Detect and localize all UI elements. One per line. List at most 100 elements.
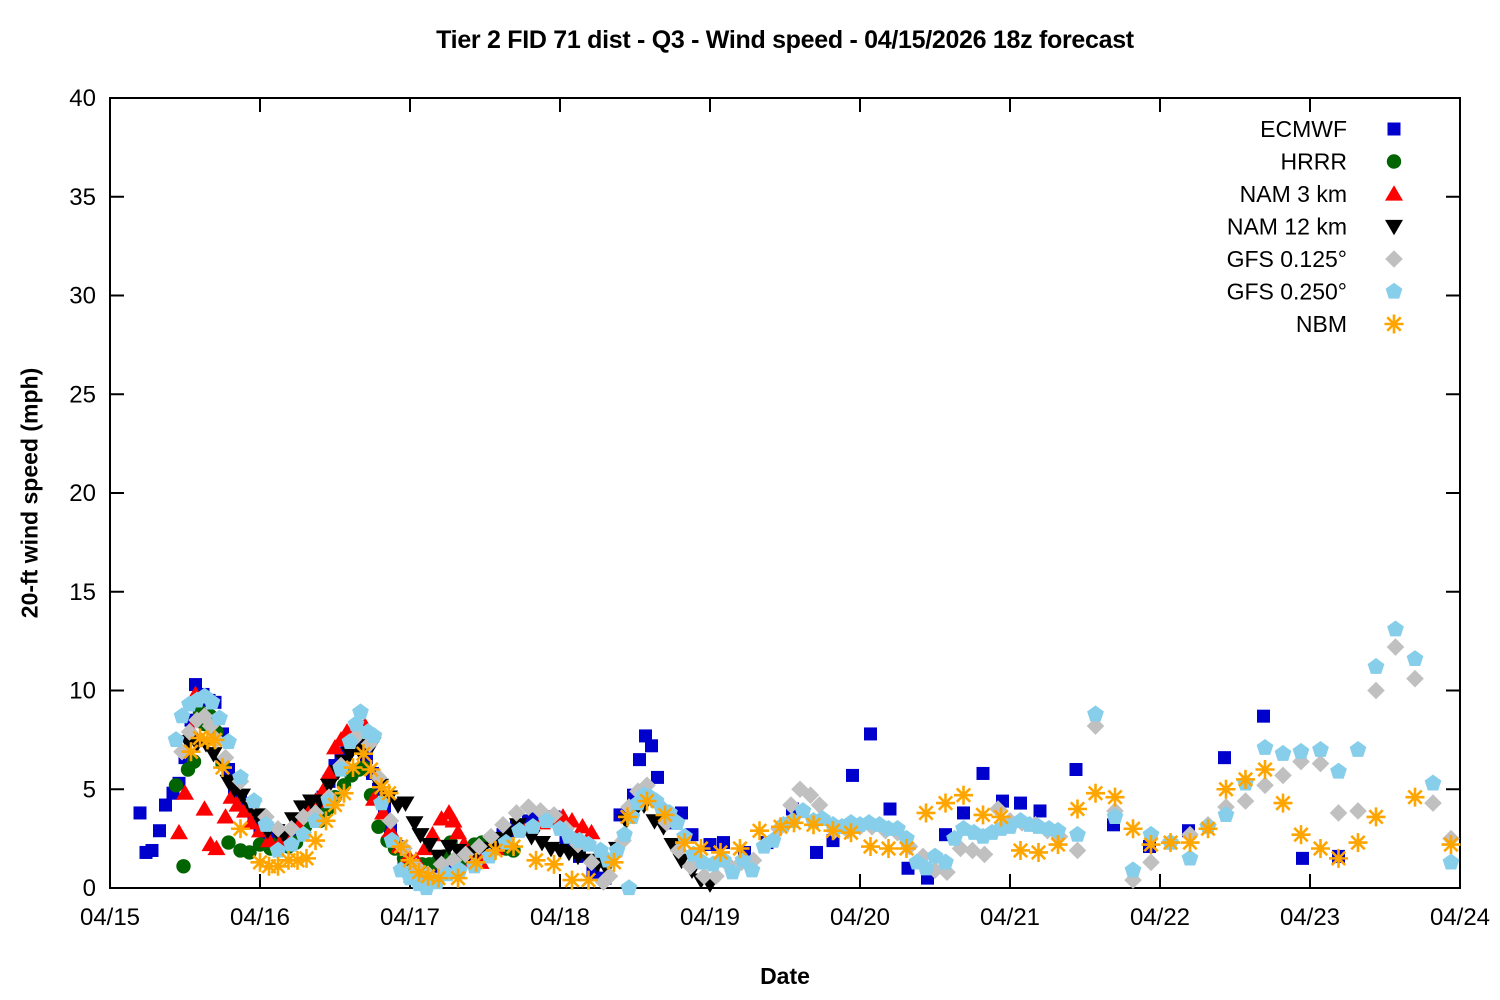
asterisk-ray	[712, 844, 729, 861]
data-point	[794, 802, 812, 819]
asterisk-ray	[732, 840, 748, 857]
asterisk-ray	[192, 730, 208, 746]
data-point	[1141, 835, 1161, 855]
data-point	[204, 747, 223, 763]
data-point	[717, 836, 730, 850]
data-point	[268, 856, 288, 876]
data-point	[975, 845, 994, 864]
data-point	[750, 821, 769, 841]
data-point	[633, 753, 646, 767]
data-point	[216, 748, 235, 767]
data-point	[352, 703, 369, 720]
asterisk-ray	[381, 785, 397, 801]
data-point	[325, 795, 345, 815]
data-point	[1033, 804, 1047, 818]
data-point	[361, 760, 381, 779]
data-point	[391, 837, 411, 857]
data-point	[207, 839, 226, 856]
data-point	[195, 800, 214, 816]
data-point	[423, 825, 442, 842]
asterisk-ray	[345, 759, 361, 776]
data-point	[297, 848, 316, 868]
legend-label: HRRR	[1281, 149, 1347, 175]
data-point	[420, 837, 439, 854]
data-point	[176, 859, 191, 874]
data-point	[448, 868, 468, 888]
data-point	[639, 729, 652, 743]
asterisk-ray	[1218, 781, 1234, 797]
data-point	[1329, 804, 1348, 822]
data-point	[784, 813, 804, 833]
data-point	[1311, 839, 1330, 858]
data-point	[1086, 783, 1105, 803]
data-point	[1273, 793, 1293, 813]
data-point	[1424, 794, 1442, 812]
y-tick-label: 5	[83, 776, 96, 803]
data-point	[897, 839, 916, 858]
data-point	[456, 845, 475, 864]
data-point	[371, 819, 386, 834]
asterisk-ray	[298, 850, 315, 867]
diamond-marker	[1385, 250, 1403, 268]
data-point	[449, 823, 467, 840]
data-point	[1216, 779, 1236, 799]
asterisk-ray	[898, 840, 915, 857]
asterisk-ray	[1275, 795, 1291, 811]
data-point	[560, 845, 578, 862]
asterisk-ray	[207, 732, 223, 748]
data-point	[1256, 738, 1274, 755]
data-point	[153, 824, 166, 838]
data-point	[1348, 833, 1368, 853]
asterisk-ray	[232, 821, 249, 837]
x-axis-label: Date	[760, 963, 810, 989]
data-point	[1011, 840, 1030, 860]
data-point	[1181, 849, 1199, 866]
y-tick-label: 25	[69, 381, 96, 408]
data-point	[1442, 853, 1460, 870]
data-point	[282, 819, 301, 838]
asterisk-ray	[1368, 809, 1384, 825]
data-point	[429, 849, 448, 866]
data-point	[681, 857, 700, 876]
asterisk-ray	[955, 787, 972, 803]
asterisk-ray	[786, 815, 802, 831]
data-point	[951, 839, 970, 858]
data-point	[1123, 819, 1143, 839]
asterisk-ray	[1012, 842, 1029, 859]
asterisk-ray	[880, 840, 897, 857]
data-point	[810, 796, 829, 814]
x-tick-label: 04/15	[80, 904, 140, 931]
data-point	[486, 840, 505, 860]
y-tick-label: 15	[69, 579, 96, 606]
data-point	[963, 841, 982, 860]
data-point	[1387, 620, 1404, 637]
data-point	[600, 867, 619, 885]
data-point	[976, 766, 990, 780]
data-point	[504, 837, 523, 857]
asterisk-ray	[676, 834, 693, 851]
data-point	[582, 853, 601, 872]
data-point	[1105, 787, 1125, 807]
data-point	[524, 817, 542, 834]
data-point	[1441, 835, 1461, 855]
data-point	[1218, 751, 1231, 765]
data-point	[1386, 638, 1405, 656]
x-tick-label: 04/19	[680, 904, 740, 931]
data-point	[804, 815, 823, 835]
data-point	[396, 796, 415, 812]
legend-label: ECMWF	[1260, 116, 1347, 142]
data-point	[1048, 835, 1068, 855]
asterisk-ray	[363, 761, 379, 778]
asterisk-ray	[918, 805, 934, 821]
data-point	[220, 733, 237, 749]
data-point	[440, 839, 458, 856]
data-point	[861, 837, 880, 857]
asterisk-ray	[639, 793, 655, 809]
data-point	[526, 850, 546, 870]
asterisk-ray	[1069, 801, 1086, 817]
asterisk-ray	[505, 838, 522, 855]
data-point	[954, 785, 973, 805]
series-nbm	[181, 728, 1461, 890]
data-point	[1068, 841, 1087, 860]
asterisk-ray	[327, 797, 343, 813]
